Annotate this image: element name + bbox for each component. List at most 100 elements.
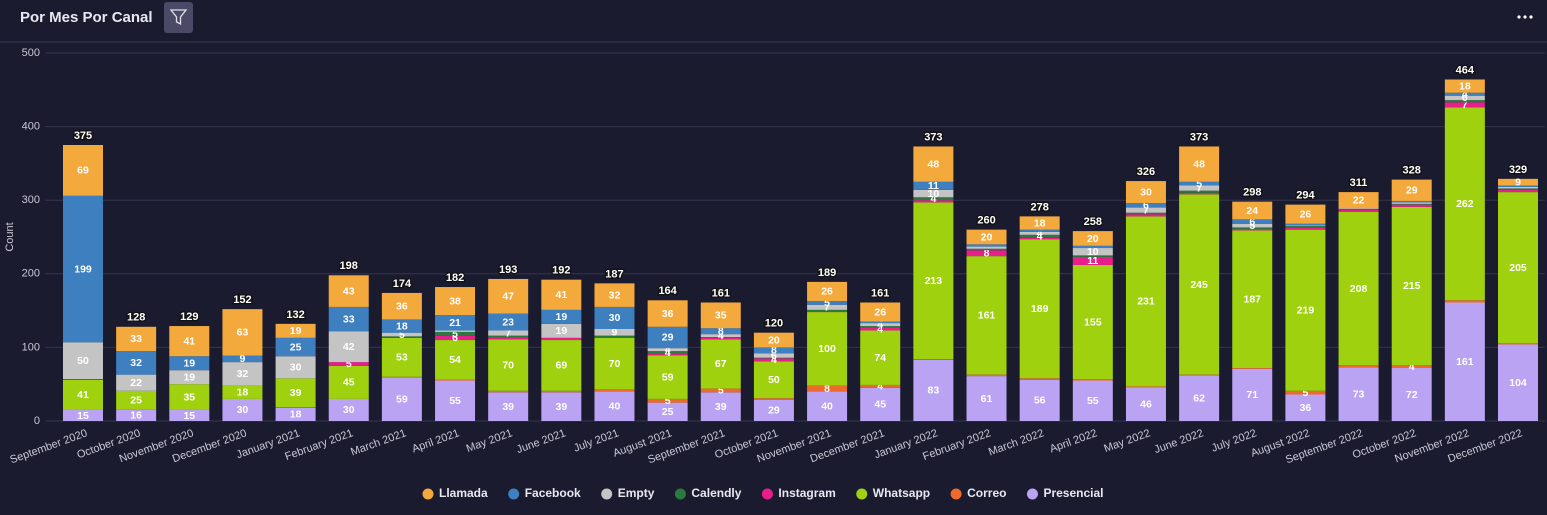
data-label: 35 [715,310,727,322]
bar-segment [435,340,476,380]
bar-segment [328,362,369,366]
data-label: 4 [665,347,671,359]
data-label: 33 [130,333,142,345]
total-label: 161 [712,287,730,299]
data-label: 25 [130,394,142,406]
legend-item[interactable]: Whatsapp [856,486,930,500]
bar-segment [63,379,103,380]
data-label: 55 [449,395,461,407]
data-label: 30 [1140,186,1152,198]
total-label: 375 [74,130,92,142]
legend-item[interactable]: Empty [601,486,655,500]
bar-segment [1444,107,1485,301]
bar-segment [1179,194,1220,375]
bar-segment [1285,225,1326,226]
total-label: 258 [1084,216,1102,228]
bar-segment [1285,390,1326,395]
bar-segment [381,319,422,333]
data-label: 41 [183,335,195,347]
data-label: 18 [290,409,302,421]
bar-segment [116,374,157,391]
bar-segment [381,292,422,320]
bar-segment [807,304,848,310]
data-label: 40 [609,401,621,413]
bar-segment [966,229,1007,245]
bar-segment [328,398,369,421]
bar-segment [1232,223,1273,228]
bar-segment [807,301,848,305]
bar-segment [647,402,688,421]
bar-segment [753,399,794,421]
data-label: 42 [343,341,355,353]
bar-segment [860,302,901,322]
y-tick-label: 100 [22,341,40,353]
legend-item[interactable]: Llamada [422,486,489,500]
data-label: 39 [502,401,514,413]
bar-segment [1072,245,1113,249]
data-label: 4 [877,319,883,331]
bar-segment [1498,189,1538,193]
data-label: 26 [1300,208,1312,220]
data-label: 30 [343,404,355,416]
bar-segment [753,398,794,400]
filter-button[interactable] [164,2,193,33]
bar-segment [1179,146,1220,182]
total-label: 298 [1243,187,1261,199]
bar-segment [700,337,741,340]
bar-segment [1338,367,1379,421]
bar-segment [381,337,422,377]
legend-item[interactable]: Presencial [1026,486,1104,500]
bar-segment [913,359,954,421]
bar-segment [63,195,103,343]
data-label: 5 [452,328,458,340]
legend-item[interactable]: Facebook [508,486,581,500]
data-label: 8 [771,345,777,357]
legend-label: Llamada [439,486,488,500]
bar-segment [1444,95,1485,101]
bar-segment [1125,181,1166,204]
bar-segment [222,385,263,399]
data-label: 32 [609,289,621,301]
data-label: 4 [1462,88,1468,100]
bar-segment [860,323,901,327]
bar-segment [700,337,741,338]
bar-segment [913,200,954,203]
data-label: 7 [1196,182,1202,194]
data-label: 5 [1302,387,1308,399]
data-label: 19 [183,371,195,383]
bar-segment [541,279,582,310]
data-label: 18 [396,320,408,332]
bar-segment [700,334,741,338]
data-label: 24 [1246,205,1258,217]
bar-segment [594,283,635,307]
legend-item[interactable]: Calendly [674,486,742,500]
data-label: 30 [290,362,302,374]
bar-segment [1232,219,1273,224]
bar-segment [647,326,688,349]
bar-segment [913,202,954,360]
data-label: 19 [183,358,195,370]
bar-segment [1444,100,1485,103]
bar-segment [647,300,688,327]
bar-segment [1498,186,1538,189]
data-label: 11 [928,180,939,192]
bar-segment [1072,231,1113,246]
data-label: 30 [609,312,621,324]
data-label: 36 [662,308,674,320]
legend-item[interactable]: Instagram [761,486,836,500]
bar-segment [488,335,529,338]
data-label: 36 [396,300,408,312]
data-label: 10 [928,188,940,200]
data-label: 55 [1087,395,1099,407]
data-label: 20 [768,334,780,346]
legend-swatch [508,488,520,500]
bar-segment [1125,387,1166,421]
data-label: 4 [877,381,883,393]
legend-item[interactable]: Correo [950,486,1007,500]
bar-segment [488,330,529,336]
bar-segment [328,306,369,332]
bar-segment [1179,185,1220,191]
bar-segment [860,327,901,331]
bar-segment [1072,256,1113,265]
more-menu[interactable] [1517,15,1533,19]
